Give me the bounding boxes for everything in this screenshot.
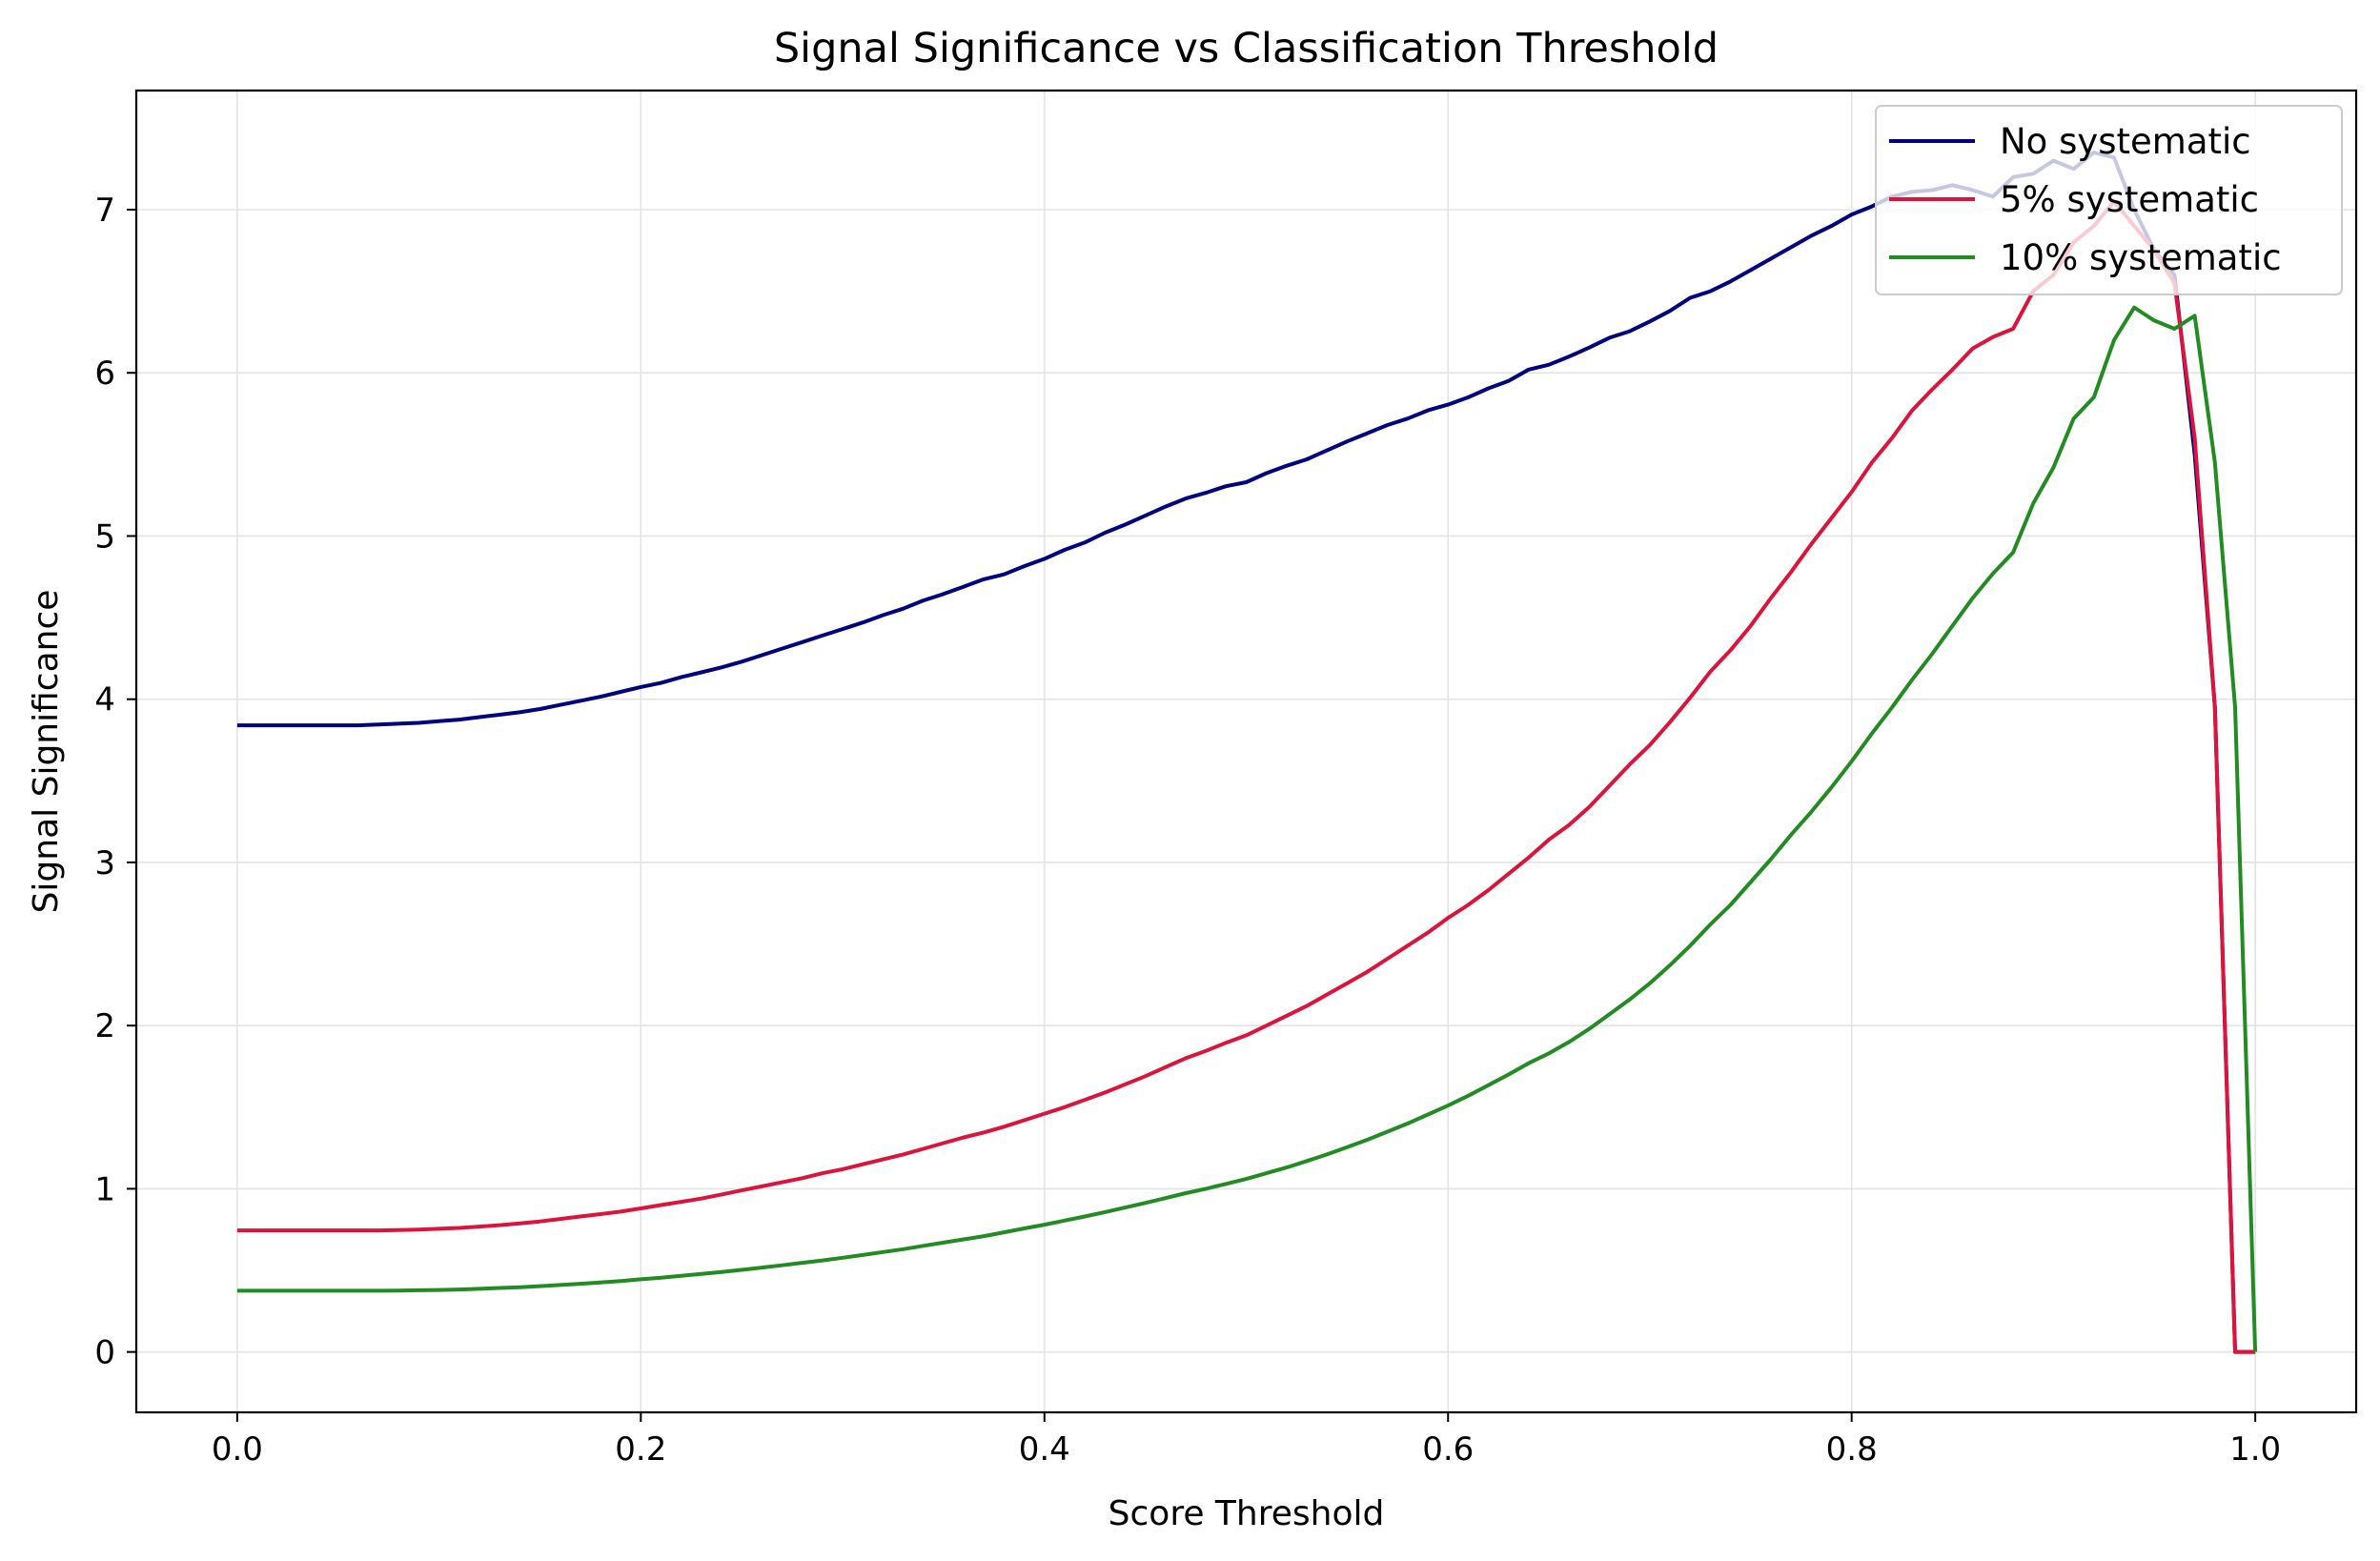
y-tick-label: 2 — [94, 1007, 115, 1045]
y-tick-label: 6 — [94, 355, 115, 393]
x-tick-label: 0.4 — [1019, 1430, 1070, 1469]
chart-title: Signal Significance vs Classification Th… — [774, 25, 1719, 72]
series-line-1 — [236, 199, 2256, 1354]
x-tick-label: 0.8 — [1826, 1430, 1878, 1469]
plot-frame — [134, 89, 2358, 1414]
x-tick-label: 0.6 — [1422, 1430, 1474, 1469]
x-tick-label: 0.2 — [615, 1430, 666, 1469]
y-tick-label: 1 — [94, 1170, 115, 1208]
y-tick-label: 5 — [94, 517, 115, 556]
legend-label: 5% systematic — [2000, 179, 2259, 220]
legend-label: No systematic — [2000, 121, 2251, 162]
y-tick-label: 0 — [94, 1334, 115, 1372]
legend: No systematic 5% systematic 10% systematic — [1875, 105, 2343, 295]
y-tick-label: 3 — [94, 844, 115, 882]
legend-label: 10% systematic — [2000, 237, 2282, 278]
legend-box — [1875, 105, 2343, 295]
tick-layer: 0.0 0.2 0.4 0.6 0.8 1.0 0 1 2 3 4 5 6 7 — [94, 192, 2281, 1469]
y-tick-label: 7 — [94, 192, 115, 230]
grid-layer — [136, 91, 2356, 1412]
x-tick-label: 1.0 — [2229, 1430, 2281, 1469]
x-axis-label: Score Threshold — [1109, 1494, 1385, 1533]
x-tick-label: 0.0 — [212, 1430, 263, 1469]
y-tick-label: 4 — [94, 681, 115, 720]
y-axis-label: Signal Significance — [27, 590, 66, 914]
series-line-2 — [236, 305, 2258, 1352]
